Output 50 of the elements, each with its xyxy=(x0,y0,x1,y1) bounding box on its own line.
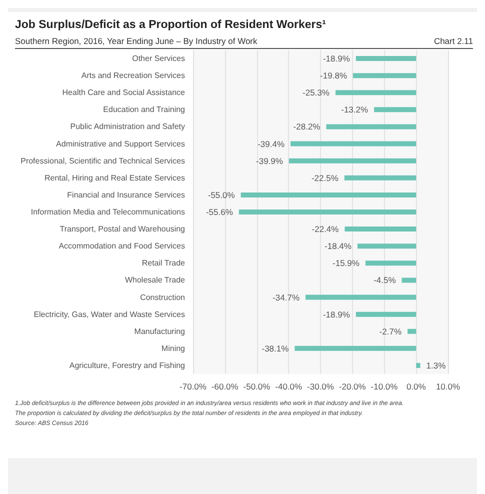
y-tick-label: Wholesale Trade xyxy=(124,276,186,285)
x-tick-label: -60.0% xyxy=(211,382,239,392)
y-tick-label: Other Services xyxy=(132,54,185,64)
y-tick-label: Accommodation and Food Services xyxy=(58,242,185,251)
data-label: -22.4% xyxy=(312,224,340,234)
y-tick-label: Construction xyxy=(140,292,185,302)
x-tick-label: 0.0% xyxy=(406,382,426,392)
data-label: -4.5% xyxy=(374,275,396,286)
data-label: -39.9% xyxy=(256,156,284,166)
data-label: -13.2% xyxy=(341,104,368,115)
x-tick-label: -70.0% xyxy=(180,382,207,392)
data-label: -39.4% xyxy=(258,138,285,149)
data-label: -2.7% xyxy=(379,326,402,336)
x-tick-label: -10.0% xyxy=(370,382,398,392)
y-tick-label: Administrative and Support Services xyxy=(56,139,185,148)
y-tick-label: Retail Trade xyxy=(142,258,186,268)
y-tick-label: Arts and Recreation Services xyxy=(81,71,185,80)
data-label: -25.3% xyxy=(302,88,330,98)
x-tick-label: -40.0% xyxy=(275,382,303,392)
chart-title: Job Surplus/Deficit as a Proportion of Resident Workers¹ xyxy=(15,19,326,31)
data-label: -55.6% xyxy=(206,207,234,217)
data-label: -22.5% xyxy=(311,172,339,183)
chart-subtitle: Southern Region, 2016, Year Ending June – By Industry of Work xyxy=(15,36,258,46)
data-label: 1.3% xyxy=(426,360,446,370)
data-label: -18.4% xyxy=(324,241,352,252)
data-label: -15.9% xyxy=(332,258,360,268)
y-tick-label: Education and Training xyxy=(103,105,185,114)
x-tick-label: -20.0% xyxy=(338,382,366,392)
y-tick-label: Manufacturing xyxy=(134,326,185,336)
data-label: -28.2% xyxy=(293,122,321,132)
data-label: -18.9% xyxy=(322,309,350,320)
data-label: -55.0% xyxy=(208,190,236,200)
x-tick-label: -50.0% xyxy=(243,382,271,392)
data-label: -34.7% xyxy=(272,292,300,302)
y-tick-label: Financial and Insurance Services xyxy=(67,190,185,200)
y-tick-label: Agriculture, Forestry and Fishing xyxy=(69,360,185,370)
data-label: -38.1% xyxy=(262,343,290,354)
y-tick-label: Rental, Hiring and Real Estate Services xyxy=(44,173,185,182)
y-tick-label: Transport, Postal and Warehousing xyxy=(60,224,185,234)
data-label: -19.8% xyxy=(320,70,348,81)
data-label: -18.9% xyxy=(322,54,350,64)
caption: Chart 2.11 xyxy=(434,36,473,46)
y-tick-label: Professional, Scientific and Technical Services xyxy=(20,156,185,166)
y-tick-label: Mining xyxy=(161,344,185,353)
y-tick-label: Health Care and Social Assistance xyxy=(62,88,186,98)
y-tick-label: Public Administration and Safety xyxy=(70,122,185,132)
y-tick-label: Electricity, Gas, Water and Waste Services xyxy=(34,310,185,319)
x-tick-label: 10.0% xyxy=(436,382,460,392)
x-tick-label: -30.0% xyxy=(307,382,334,392)
y-tick-label: Information Media and Telecommunications xyxy=(30,208,185,216)
